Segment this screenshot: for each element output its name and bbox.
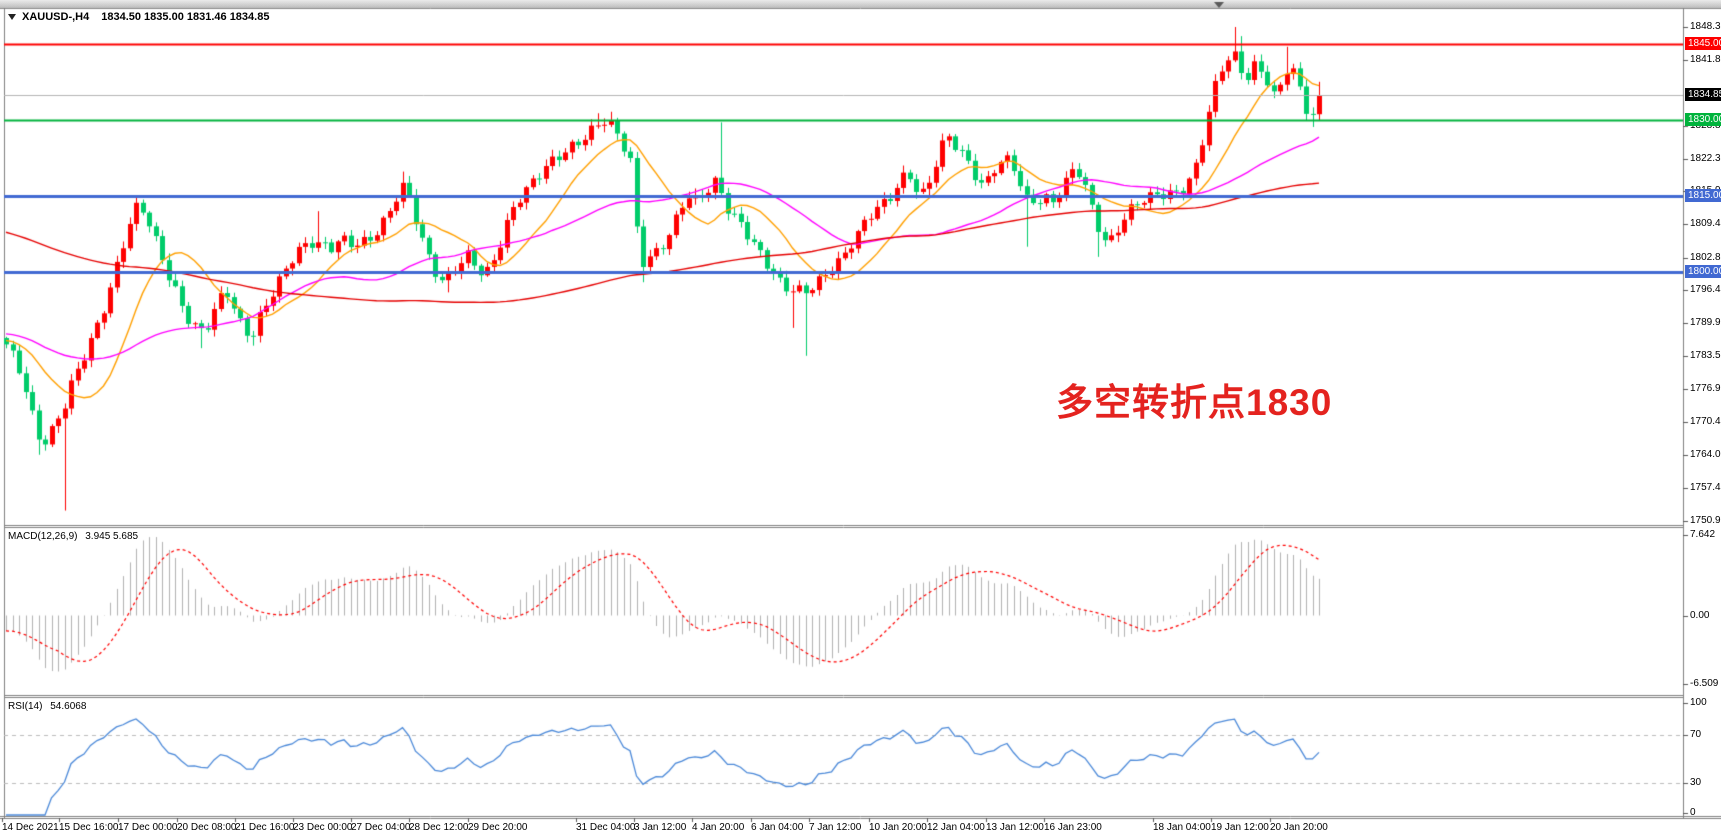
- chart-canvas[interactable]: [0, 0, 1721, 837]
- trading-chart-window: XAUUSD-,H4 1834.50 1835.00 1831.46 1834.…: [0, 0, 1721, 837]
